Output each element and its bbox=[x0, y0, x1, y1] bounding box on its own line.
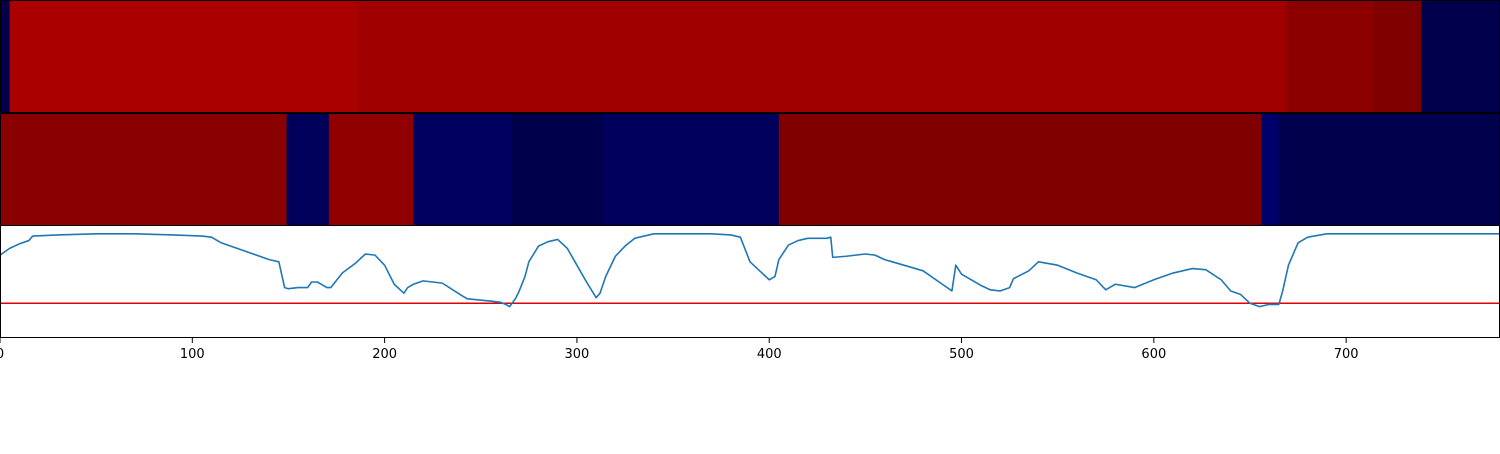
x-tick-label-200: 200 bbox=[372, 347, 397, 362]
x-tick-label-500: 500 bbox=[949, 347, 974, 362]
heatmap-segment-middle-0 bbox=[0, 113, 288, 225]
heatmap-row-top bbox=[0, 0, 1500, 112]
heatmap-segment-top-3 bbox=[1286, 0, 1374, 112]
heatmap-row-middle bbox=[0, 113, 1500, 225]
series-line bbox=[0, 233, 1500, 308]
heatmap-segment-top-0 bbox=[0, 0, 11, 112]
line-panel-background bbox=[0, 226, 1500, 338]
heatmap-segment-middle-3 bbox=[413, 113, 513, 225]
line-panel bbox=[0, 233, 1500, 308]
x-axis: 0 100 200 300 400 500 600 700 bbox=[0, 338, 1359, 362]
heatmap-segment-top-1 bbox=[9, 0, 359, 112]
heatmap-segment-middle-4 bbox=[511, 113, 603, 225]
heatmap-segment-middle-1 bbox=[286, 113, 330, 225]
heatmap-segment-top-4 bbox=[1373, 0, 1422, 112]
heatmap-segment-top-2 bbox=[357, 0, 1288, 112]
heatmap-segment-middle-7 bbox=[1261, 113, 1280, 225]
heatmap-segment-middle-2 bbox=[328, 113, 414, 225]
heatmap-segment-middle-6 bbox=[778, 113, 1263, 225]
x-tick-label-400: 400 bbox=[757, 347, 782, 362]
heatmap-segment-middle-5 bbox=[601, 113, 780, 225]
x-tick-label-700: 700 bbox=[1334, 347, 1359, 362]
heatmap-segment-middle-8 bbox=[1278, 113, 1500, 225]
x-tick-label-0: 0 bbox=[0, 347, 4, 362]
heatmap-segment-top-5 bbox=[1421, 0, 1500, 112]
x-tick-label-100: 100 bbox=[180, 347, 205, 362]
x-tick-label-600: 600 bbox=[1141, 347, 1166, 362]
x-tick-label-300: 300 bbox=[565, 347, 590, 362]
